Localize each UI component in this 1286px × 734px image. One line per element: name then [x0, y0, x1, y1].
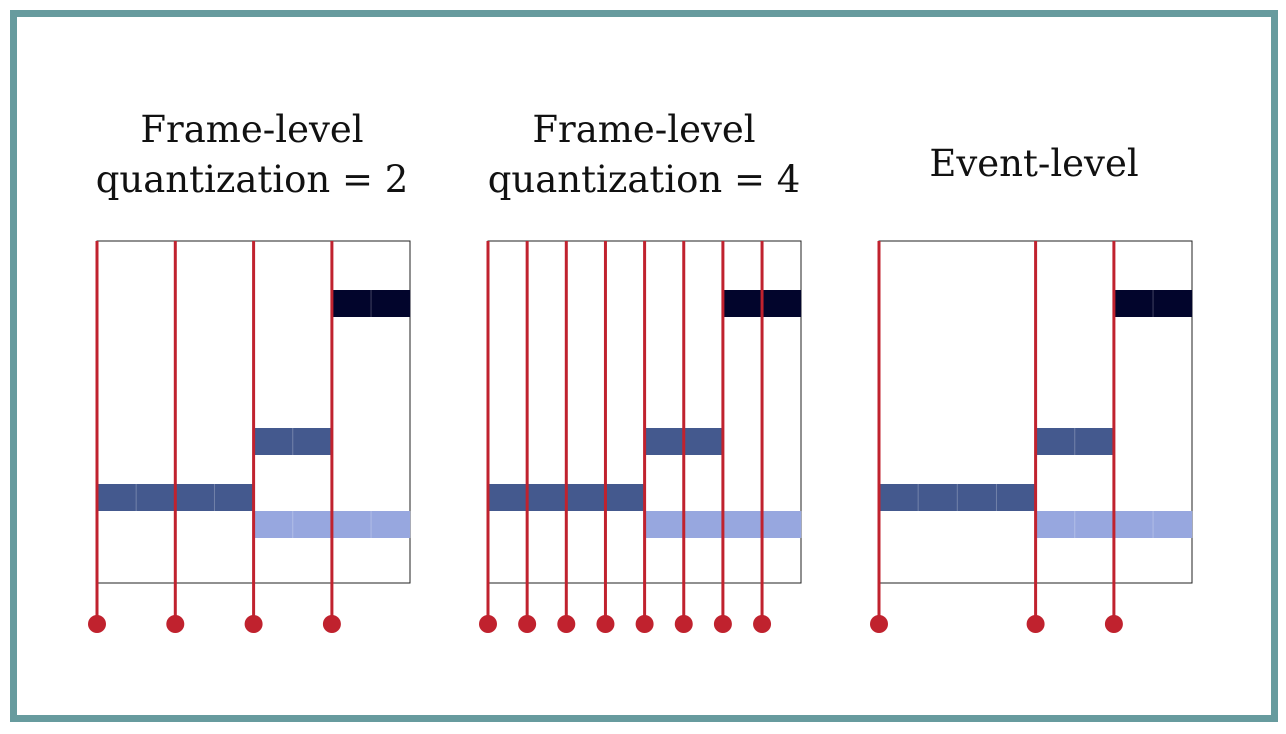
note-bar: [331, 290, 411, 317]
panel-title-line-1: Event-level: [929, 142, 1139, 185]
note-bar: [879, 484, 1036, 511]
boundary-marker: [479, 615, 497, 633]
boundary-marker: [557, 615, 576, 633]
note-bar: [1113, 290, 1193, 317]
note-bar: [1035, 428, 1114, 455]
boundary-marker: [322, 615, 341, 633]
panel-title-line-1: Frame-level: [532, 108, 756, 151]
boundary-marker: [1026, 615, 1045, 633]
boundary-marker: [870, 615, 888, 633]
boundary-marker: [635, 615, 654, 633]
panel-title-line-2: quantization = 2: [95, 158, 409, 201]
panel-title-event-level: Event-level: [864, 139, 1204, 189]
boundary-marker: [596, 615, 615, 633]
boundary-marker: [674, 615, 693, 633]
boundary-marker: [518, 615, 537, 633]
boundary-marker: [88, 615, 106, 633]
boundary-marker: [166, 615, 185, 633]
boundary-marker: [753, 615, 772, 633]
panel-title-line-2: quantization = 4: [487, 158, 801, 201]
note-bar: [253, 428, 332, 455]
boundary-marker: [1104, 615, 1123, 633]
boundary-marker: [244, 615, 263, 633]
panel-title-frame-q4: Frame-level quantization = 4: [474, 105, 814, 205]
panel-title-frame-q2: Frame-level quantization = 2: [82, 105, 422, 205]
boundary-marker: [713, 615, 732, 633]
panel-title-line-1: Frame-level: [140, 108, 364, 151]
